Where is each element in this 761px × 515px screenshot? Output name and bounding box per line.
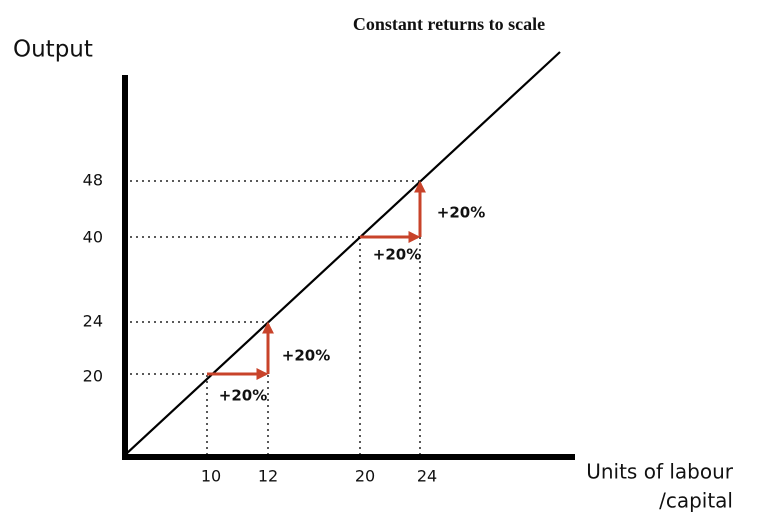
annotation: +20%	[437, 204, 485, 222]
guides	[130, 180, 421, 455]
title: Constant returns to scale	[353, 14, 545, 34]
annotation: +20%	[373, 246, 421, 264]
y-axis-label: Output	[13, 37, 93, 63]
x-tick-label: 24	[417, 467, 437, 486]
y-tick-label: 48	[83, 171, 103, 190]
x-axis-label: Units of labour	[586, 460, 734, 484]
annotation: +20%	[219, 387, 267, 405]
arrows	[207, 180, 426, 380]
returns-line	[124, 51, 561, 456]
x-axis-label: /capital	[659, 489, 733, 513]
y-tick-label: 20	[83, 367, 103, 386]
x-tick-label: 12	[258, 467, 278, 486]
x-tick-label: 20	[355, 467, 375, 486]
y-tick-label: 24	[83, 312, 103, 331]
annotation: +20%	[282, 347, 330, 365]
y-tick-label: 40	[83, 228, 103, 247]
x-tick-label: 10	[201, 467, 221, 486]
